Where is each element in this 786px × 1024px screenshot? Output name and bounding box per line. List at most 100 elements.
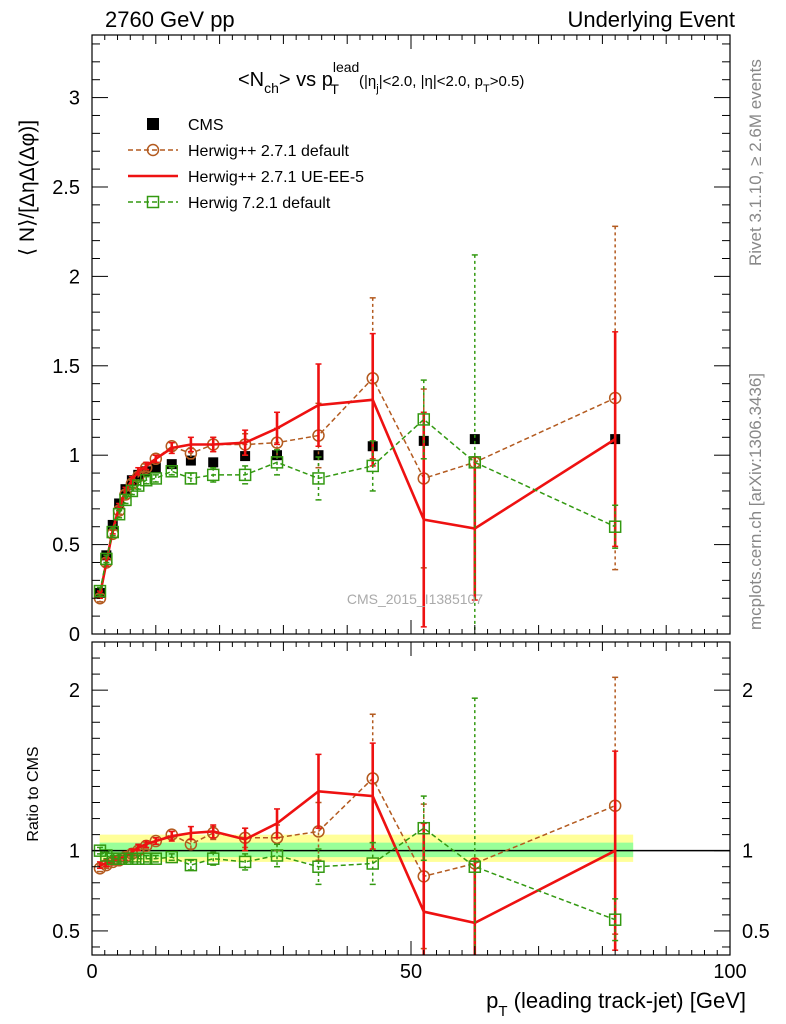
y-tick-label: 0.5: [52, 535, 80, 557]
title-sub-b: T: [330, 81, 339, 97]
ratio-series-3: [93, 697, 622, 955]
series-marker: [270, 456, 284, 469]
side-generator-info: Rivet 3.1.10, ≥ 2.6M events: [746, 59, 765, 266]
header-analysis-type: Underlying Event: [567, 7, 735, 32]
series-marker: [417, 821, 431, 835]
x-tick-label: 0: [86, 961, 97, 983]
series-marker: [100, 849, 113, 862]
series-marker: [184, 837, 198, 851]
y-tick-label: 1.5: [52, 356, 80, 378]
series-marker: [238, 468, 252, 482]
cms-data-point: [469, 434, 480, 445]
title-part-b: > vs p: [279, 69, 333, 91]
series-line: [98, 398, 616, 595]
cms-data-point: [185, 455, 196, 466]
series-marker: [184, 858, 198, 872]
series-marker: [206, 852, 220, 865]
chart-title: <Nch> vs plead T (|ηj|<2.0, |η|<2.0, pT>0…: [238, 59, 524, 97]
series-marker: [312, 472, 325, 485]
y-tick-label: 3: [69, 88, 80, 110]
series-marker: [417, 413, 431, 426]
series-line: [99, 418, 616, 592]
series-marker: [100, 552, 113, 566]
legend-entry-3: Herwig 7.2.1 default: [128, 195, 331, 212]
title-sup-b: lead: [333, 59, 359, 75]
ratio-y-tick-label: 0.5: [52, 921, 80, 943]
ratio-y-tick-label: 1: [69, 841, 80, 863]
y-axis-label: ⟨ N⟩/[ΔηΔ(Δφ)]: [16, 120, 39, 256]
x-axis-label: pT (leading track-jet) [GeV]: [486, 988, 746, 1020]
header-collision: 2760 GeV pp: [105, 7, 235, 32]
main-series-2: [96, 331, 619, 628]
title-sub-c: j: [375, 83, 378, 95]
series-marker: [132, 852, 145, 865]
series-marker: [312, 860, 325, 873]
cms-data-point: [107, 519, 118, 530]
y-tick-label: 1: [69, 445, 80, 467]
series-marker: [149, 452, 163, 466]
legend-entry-0: CMS: [147, 117, 224, 134]
legend-marker-cms: [147, 118, 159, 130]
cms-data-point: [208, 457, 219, 468]
title-part-e: >0.5): [490, 73, 525, 90]
legend-label: Herwig++ 2.7.1 UE-EE-5: [188, 169, 364, 186]
series-marker: [184, 472, 198, 485]
main-series-1: [93, 225, 622, 605]
title-sub-a: ch: [264, 80, 279, 96]
series-marker: [608, 913, 622, 926]
series-line: [99, 789, 616, 925]
cms-data-point: [150, 462, 161, 473]
y-tick-label: 2.5: [52, 177, 80, 199]
legend-label: Herwig 7.2.1 default: [188, 195, 331, 212]
x-axis-label-p: p: [486, 988, 498, 1013]
legend-marker: [146, 143, 160, 157]
series-marker: [149, 834, 163, 848]
series-marker: [106, 525, 119, 539]
series-marker: [608, 520, 622, 533]
legend-label: Herwig++ 2.7.1 default: [188, 143, 350, 160]
x-axis-label-sub: T: [498, 1003, 507, 1020]
title-part-c: (|η: [355, 73, 376, 90]
legend-label: CMS: [188, 117, 224, 134]
ratio-panel-frame: [91, 641, 731, 956]
ratio-y-tick-label-right: 0.5: [742, 921, 770, 943]
ratio-series-2: [96, 742, 619, 955]
ratio-y-axis-label: Ratio to CMS: [25, 746, 42, 841]
series-marker: [93, 584, 107, 598]
series-marker: [468, 456, 482, 469]
series-marker: [149, 852, 163, 865]
series-marker: [112, 507, 126, 521]
series-marker: [366, 857, 379, 870]
series-layer: [93, 225, 622, 955]
series-marker: [139, 473, 153, 487]
series-marker: [165, 850, 178, 864]
series-marker: [270, 849, 284, 862]
axis-ticks: 0 50 100 0 0.5 1 1.5 2 2.5 3 0.5 0.5 1 1 2 2: [52, 35, 770, 983]
legend: CMS Herwig++ 2.7.1 default Herwig++ 2.7.1 …: [128, 117, 364, 212]
series-marker: [366, 459, 379, 473]
series-marker: [119, 493, 132, 507]
series-marker: [106, 852, 119, 865]
series-marker: [149, 472, 163, 485]
main-series-group: [93, 225, 622, 634]
series-marker: [119, 852, 132, 865]
series-marker: [125, 852, 139, 865]
title-sub-d: T: [483, 83, 490, 95]
legend-entry-2: Herwig++ 2.7.1 UE-EE-5: [128, 169, 364, 186]
x-tick-label: 50: [400, 961, 422, 983]
series-marker: [468, 860, 482, 873]
legend-entry-1: Herwig++ 2.7.1 default: [128, 143, 350, 160]
x-tick-label: 100: [713, 961, 746, 983]
ratio-series-1: [93, 676, 622, 950]
series-marker: [165, 465, 178, 478]
main-series-3: [93, 254, 622, 634]
title-part-d: |<2.0, |η|<2.0, p: [379, 73, 483, 90]
ratio-y-tick-label-right: 1: [742, 841, 753, 863]
side-source-info: mcplots.cern.ch [arXiv:1306.3436]: [746, 372, 765, 630]
y-tick-label: 2: [69, 266, 80, 288]
series-marker: [112, 852, 126, 865]
series-marker: [139, 852, 153, 865]
legend-marker: [146, 195, 160, 209]
ratio-y-tick-label-right: 2: [742, 680, 753, 702]
